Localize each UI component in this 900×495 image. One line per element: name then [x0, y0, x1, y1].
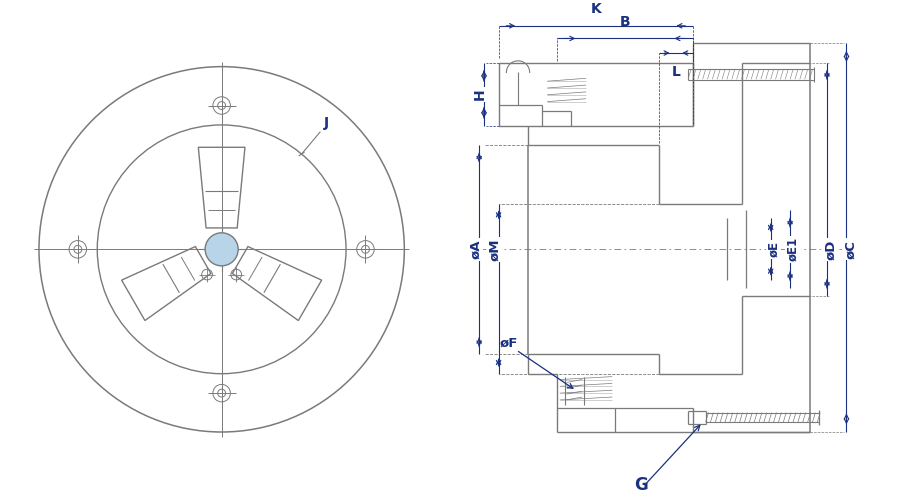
Text: øD: øD — [824, 239, 837, 259]
Text: øC: øC — [844, 240, 857, 259]
Text: øE: øE — [767, 242, 780, 257]
Circle shape — [205, 233, 239, 266]
Text: H: H — [473, 89, 487, 100]
Text: øF: øF — [500, 337, 518, 350]
Text: øM: øM — [488, 238, 501, 260]
Text: G: G — [634, 476, 648, 495]
Text: øE1: øE1 — [787, 237, 799, 261]
Text: B: B — [619, 15, 630, 29]
Text: L: L — [671, 65, 680, 79]
Text: J: J — [324, 116, 329, 130]
Text: øA: øA — [469, 240, 482, 259]
Text: K: K — [590, 2, 601, 16]
